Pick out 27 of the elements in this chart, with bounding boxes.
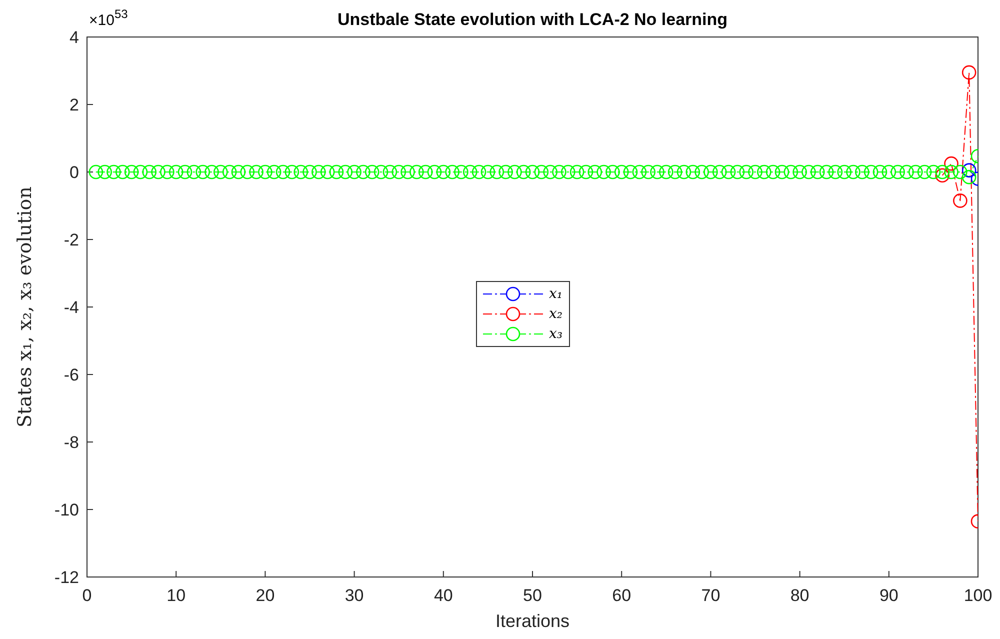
legend-label: x₁ <box>549 286 563 302</box>
x-tick-label: 10 <box>166 586 186 606</box>
legend-label: x₂ <box>549 306 563 322</box>
x-tick-label: 0 <box>82 586 92 606</box>
y-tick-label: -8 <box>64 433 79 452</box>
y-tick-label: -6 <box>64 366 79 385</box>
y-tick-label: -4 <box>64 298 79 318</box>
x-tick-label: 70 <box>701 586 720 606</box>
text: ×10$^{53}$ <box>89 7 128 29</box>
y-tick-label: 2 <box>70 96 79 115</box>
legend-label: x₃ <box>549 326 563 342</box>
y-tick-label: 0 <box>70 163 79 182</box>
x-tick-label: 20 <box>256 586 275 606</box>
x-tick-label: 80 <box>790 586 810 606</box>
x-tick-label: 30 <box>344 586 364 606</box>
x-tick-label: 60 <box>612 586 632 606</box>
y-tick-label: -12 <box>54 568 79 588</box>
y-tick-label: -2 <box>64 230 79 250</box>
x-axis-title: Iterations <box>495 611 570 631</box>
x-tick-label: 40 <box>434 586 453 606</box>
x-tick-label: 50 <box>523 586 542 606</box>
y-tick-label: -10 <box>54 500 79 520</box>
x-tick-label: 100 <box>964 586 992 606</box>
y-axis-title: States x₁, x₂, x₃ evolution <box>14 186 36 428</box>
y-tick-label: 4 <box>70 28 79 48</box>
chart-title: Unstbale State evolution with LCA-2 No learning <box>337 10 728 29</box>
x-tick-label: 90 <box>879 586 898 606</box>
